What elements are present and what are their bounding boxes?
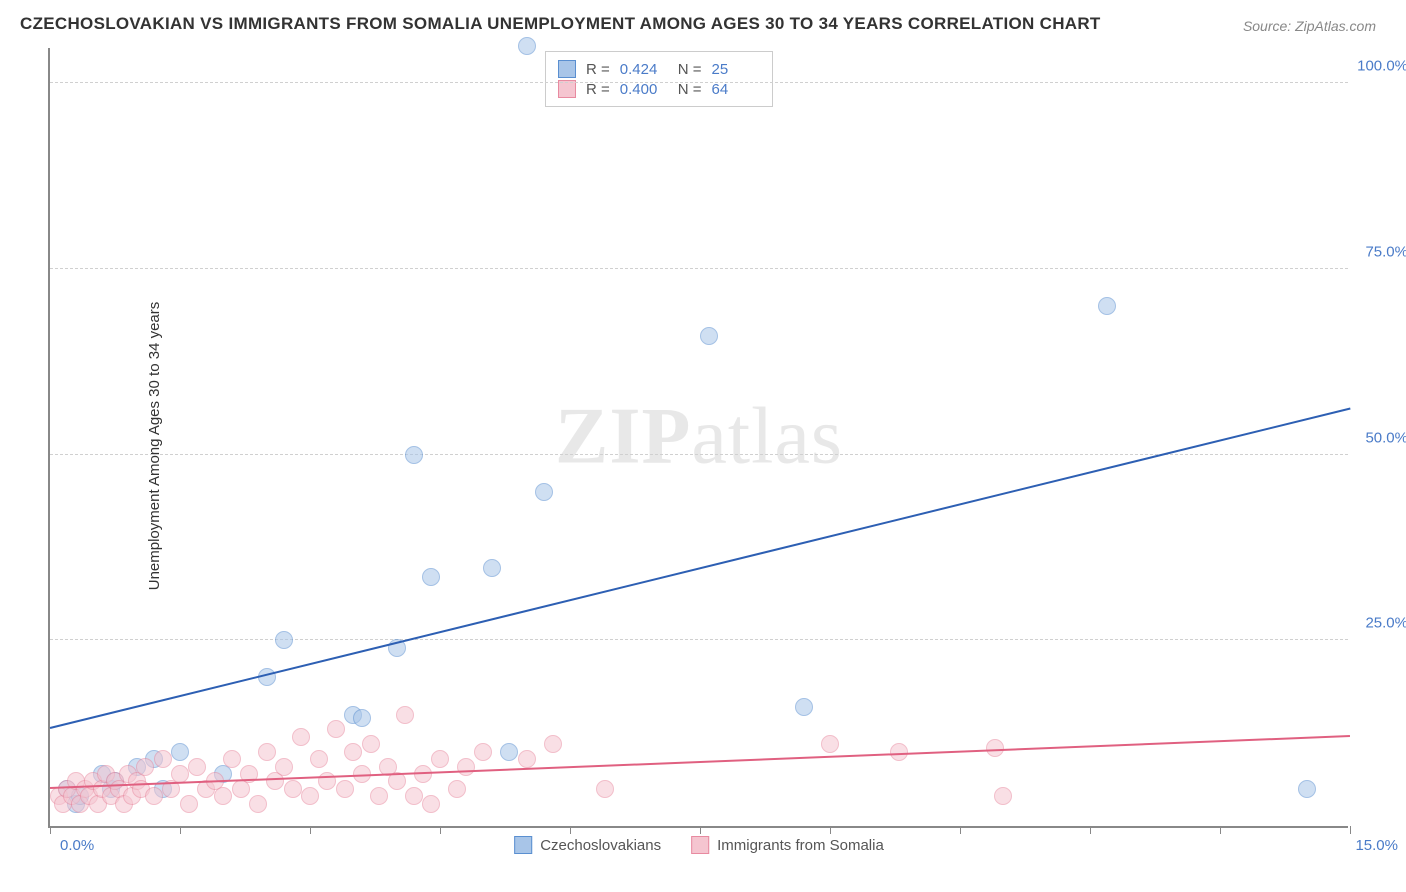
scatter-point	[284, 780, 302, 798]
scatter-point	[518, 37, 536, 55]
gridline	[50, 82, 1348, 83]
gridline	[50, 639, 1348, 640]
scatter-point	[422, 795, 440, 813]
chart-title: CZECHOSLOVAKIAN VS IMMIGRANTS FROM SOMAL…	[20, 14, 1101, 34]
scatter-point	[223, 750, 241, 768]
scatter-point	[405, 446, 423, 464]
x-tick	[1090, 826, 1091, 834]
scatter-point	[154, 750, 172, 768]
scatter-point	[171, 765, 189, 783]
scatter-point	[994, 787, 1012, 805]
gridline	[50, 454, 1348, 455]
scatter-point	[544, 735, 562, 753]
scatter-point	[258, 743, 276, 761]
scatter-point	[214, 787, 232, 805]
scatter-point	[301, 787, 319, 805]
x-tick	[1350, 826, 1351, 834]
x-tick	[570, 826, 571, 834]
legend-r-value: 0.424	[620, 61, 668, 78]
scatter-point	[249, 795, 267, 813]
scatter-point	[396, 706, 414, 724]
x-tick	[440, 826, 441, 834]
legend-n-value: 25	[712, 61, 760, 78]
bottom-legend: Czechoslovakians Immigrants from Somalia	[514, 836, 884, 854]
scatter-point	[535, 483, 553, 501]
legend-swatch	[514, 836, 532, 854]
scatter-point	[483, 559, 501, 577]
x-tick	[50, 826, 51, 834]
scatter-point	[362, 735, 380, 753]
scatter-point	[336, 780, 354, 798]
scatter-point	[310, 750, 328, 768]
x-tick	[310, 826, 311, 834]
gridline	[50, 268, 1348, 269]
scatter-point	[171, 743, 189, 761]
bottom-legend-label: Czechoslovakians	[540, 837, 661, 854]
x-axis-max-label: 15.0%	[1355, 837, 1398, 854]
scatter-point	[1098, 297, 1116, 315]
scatter-point	[353, 709, 371, 727]
x-tick	[960, 826, 961, 834]
legend-stats-box: R = 0.424N = 25R = 0.400N = 64	[545, 51, 773, 107]
scatter-point	[275, 758, 293, 776]
scatter-point	[327, 720, 345, 738]
scatter-point	[457, 758, 475, 776]
legend-r-label: R =	[586, 61, 610, 78]
scatter-point	[700, 327, 718, 345]
x-tick	[1220, 826, 1221, 834]
scatter-point	[136, 758, 154, 776]
y-tick-label: 75.0%	[1353, 243, 1406, 260]
scatter-point	[180, 795, 198, 813]
scatter-point	[431, 750, 449, 768]
scatter-point	[474, 743, 492, 761]
legend-swatch	[691, 836, 709, 854]
scatter-point	[405, 787, 423, 805]
scatter-point	[890, 743, 908, 761]
bottom-legend-item: Czechoslovakians	[514, 836, 661, 854]
watermark: ZIPatlas	[555, 392, 843, 483]
trend-line	[50, 735, 1350, 789]
scatter-point	[1298, 780, 1316, 798]
bottom-legend-label: Immigrants from Somalia	[717, 837, 884, 854]
scatter-point	[292, 728, 310, 746]
legend-swatch	[558, 60, 576, 78]
scatter-point	[145, 787, 163, 805]
scatter-point	[344, 743, 362, 761]
x-axis-min-label: 0.0%	[60, 837, 94, 854]
scatter-point	[275, 631, 293, 649]
scatter-point	[188, 758, 206, 776]
legend-stats-row: R = 0.424 N = 25	[558, 60, 760, 78]
scatter-point	[500, 743, 518, 761]
scatter-point	[370, 787, 388, 805]
x-tick	[830, 826, 831, 834]
scatter-point	[795, 698, 813, 716]
scatter-point	[596, 780, 614, 798]
bottom-legend-item: Immigrants from Somalia	[691, 836, 884, 854]
legend-n-label: N =	[678, 61, 702, 78]
x-tick	[700, 826, 701, 834]
scatter-point	[518, 750, 536, 768]
y-tick-label: 100.0%	[1353, 58, 1406, 75]
scatter-point	[448, 780, 466, 798]
x-tick	[180, 826, 181, 834]
y-tick-label: 25.0%	[1353, 615, 1406, 632]
y-tick-label: 50.0%	[1353, 429, 1406, 446]
plot-area: ZIPatlas R = 0.424N = 25R = 0.400N = 64 …	[48, 48, 1348, 828]
scatter-point	[821, 735, 839, 753]
scatter-point	[422, 568, 440, 586]
source-attribution: Source: ZipAtlas.com	[1243, 18, 1376, 34]
trend-line	[50, 408, 1350, 729]
